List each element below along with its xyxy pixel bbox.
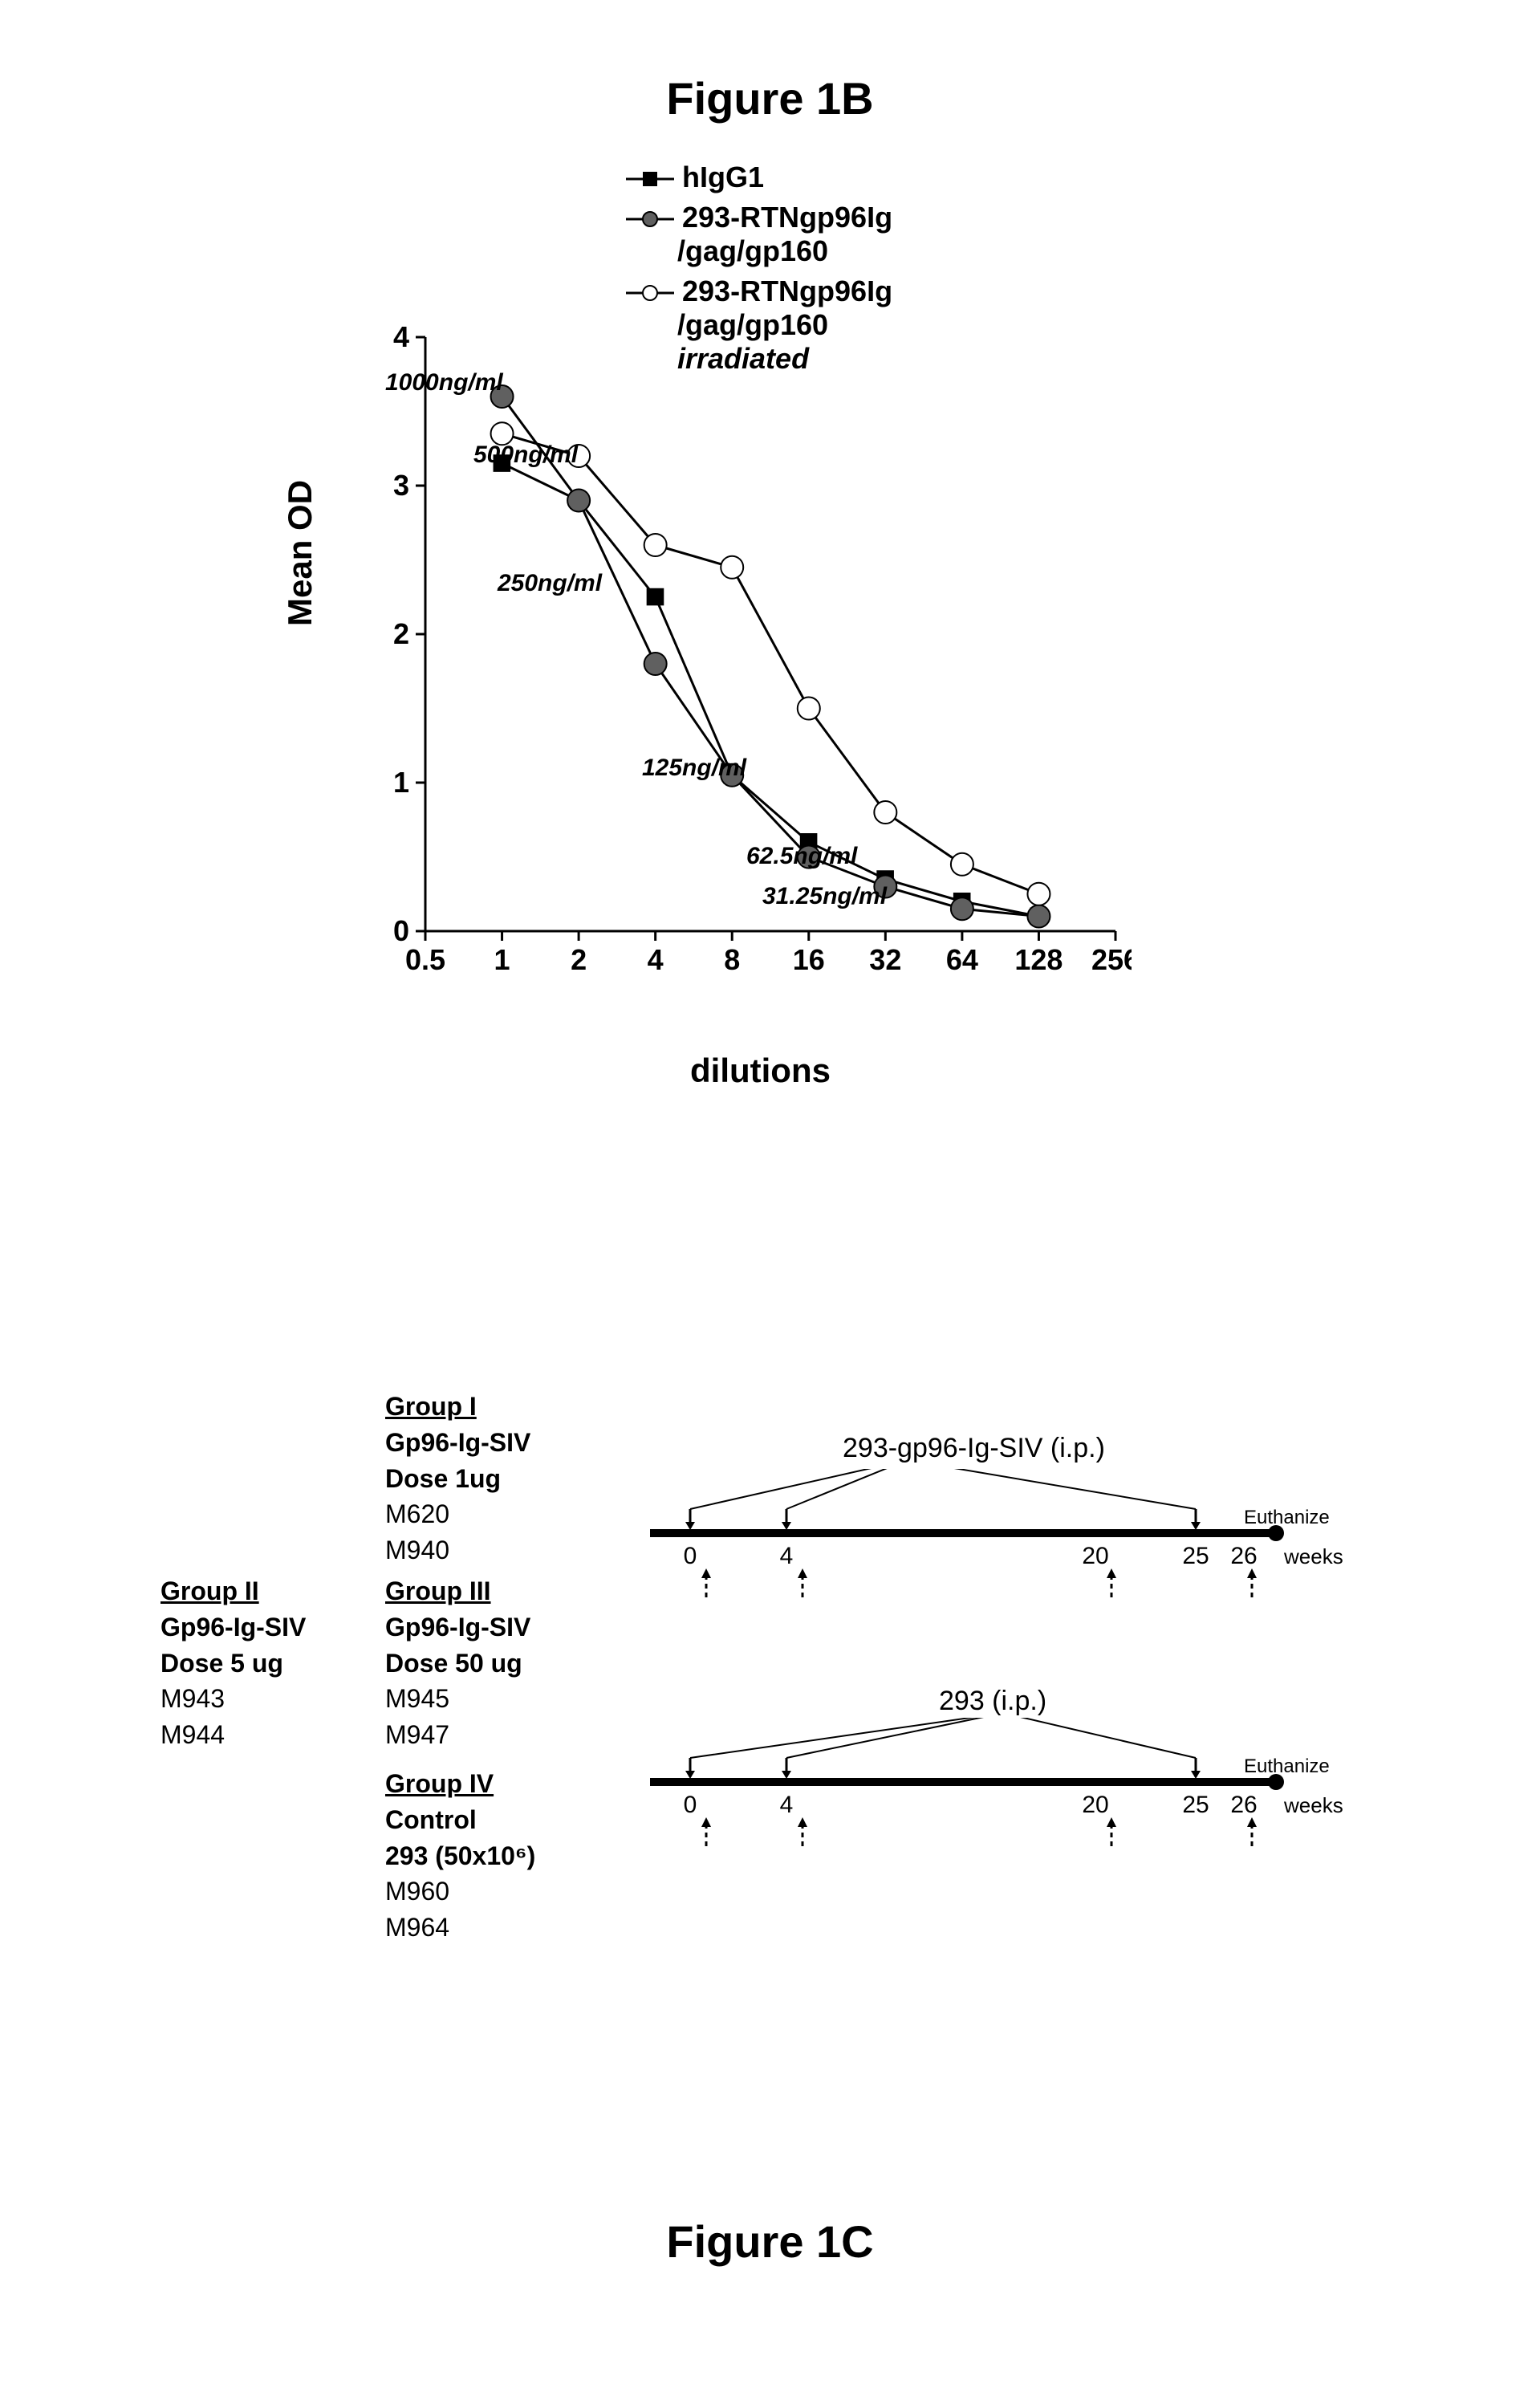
svg-text:4: 4 <box>393 320 409 353</box>
timeline-diagram: 0 4 20 25 26 Euthanize weeks <box>650 1469 1356 1629</box>
svg-text:2: 2 <box>393 617 409 650</box>
timeline-label: 293 (i.p.) <box>939 1686 1046 1717</box>
svg-text:0: 0 <box>393 914 409 947</box>
svg-text:25: 25 <box>1182 1543 1209 1569</box>
svg-text:20: 20 <box>1082 1543 1108 1569</box>
timeline-diagram: 0 4 20 25 26 Euthanize weeks <box>650 1718 1356 1878</box>
group-block: Group IIIGp96-Ig-SIVDose 50 ugM945M947 <box>385 1573 530 1753</box>
svg-text:8: 8 <box>724 943 740 976</box>
chart-annotation: 125ng/ml <box>642 755 746 782</box>
svg-text:20: 20 <box>1082 1792 1108 1818</box>
chart-annotation: 1000ng/ml <box>385 369 503 397</box>
svg-text:3: 3 <box>393 469 409 502</box>
svg-text:25: 25 <box>1182 1792 1209 1818</box>
chart-annotation: 500ng/ml <box>473 441 578 469</box>
svg-text:1: 1 <box>393 766 409 799</box>
svg-text:1: 1 <box>494 943 510 976</box>
svg-text:64: 64 <box>946 943 978 976</box>
figure-1c-panel: Group IGp96-Ig-SIVDose 1ugM620M940Group … <box>161 1389 1364 2111</box>
chart-annotation: 62.5ng/ml <box>746 843 857 870</box>
svg-text:0: 0 <box>684 1792 697 1818</box>
group-block: Group IIGp96-Ig-SIVDose 5 ugM943M944 <box>161 1573 306 1753</box>
svg-text:4: 4 <box>780 1543 794 1569</box>
legend-item: hIgG1 <box>626 161 892 194</box>
svg-text:128: 128 <box>1014 943 1063 976</box>
legend-item: 293-RTNgp96Ig/gag/gp160 <box>626 201 892 268</box>
svg-text:weeks: weeks <box>1283 1544 1343 1568</box>
svg-text:16: 16 <box>793 943 825 976</box>
svg-text:26: 26 <box>1230 1792 1257 1818</box>
group-block: Group IGp96-Ig-SIVDose 1ugM620M940 <box>385 1389 530 1568</box>
svg-text:4: 4 <box>780 1792 794 1818</box>
y-axis-label: Mean OD <box>281 480 319 626</box>
svg-text:2: 2 <box>571 943 587 976</box>
svg-text:256: 256 <box>1091 943 1132 976</box>
group-block: Group IVControl293 (50x10⁶)M960M964 <box>385 1766 535 1946</box>
svg-text:32: 32 <box>869 943 901 976</box>
svg-text:Euthanize: Euthanize <box>1244 1507 1330 1528</box>
svg-text:Euthanize: Euthanize <box>1244 1755 1330 1777</box>
line-chart: 0.5 1 2 4 8 16 32 64 128 256 0 1 2 3 4 <box>329 305 1132 1027</box>
svg-text:26: 26 <box>1230 1543 1257 1569</box>
figure-1b-title: Figure 1B <box>0 72 1540 124</box>
figure-1c-title: Figure 1C <box>0 2215 1540 2268</box>
svg-text:0.5: 0.5 <box>405 943 445 976</box>
timeline-label: 293-gp96-Ig-SIV (i.p.) <box>843 1433 1105 1464</box>
svg-text:weeks: weeks <box>1283 1793 1343 1817</box>
chart-annotation: 250ng/ml <box>498 570 602 597</box>
svg-text:0: 0 <box>684 1543 697 1569</box>
svg-text:4: 4 <box>648 943 664 976</box>
chart-annotation: 31.25ng/ml <box>762 883 887 910</box>
x-axis-label: dilutions <box>690 1052 831 1090</box>
